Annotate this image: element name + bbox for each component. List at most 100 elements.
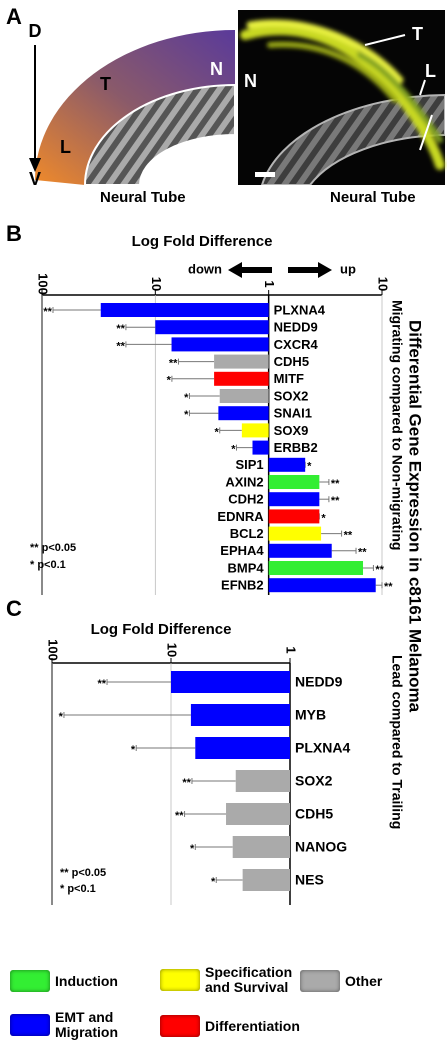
significance: ** — [331, 495, 340, 507]
significance: * — [211, 876, 216, 888]
significance: ** — [175, 810, 184, 822]
axis-end: V — [29, 169, 41, 189]
category-label: CDH5 — [274, 354, 309, 369]
category-label: BCL2 — [230, 526, 264, 541]
bar — [214, 371, 269, 386]
x-axis-label: Log Fold Difference — [91, 621, 232, 638]
subtitle: Lead compared to Trailing — [389, 655, 405, 829]
bar — [219, 389, 269, 403]
category-label: SOX2 — [274, 388, 309, 403]
up-arrow — [288, 262, 332, 278]
significance: * — [231, 444, 236, 456]
bar — [235, 770, 290, 792]
bar — [218, 406, 269, 421]
legend-swatch — [10, 970, 50, 992]
legend-swatch — [160, 1015, 200, 1037]
legend-swatch — [160, 969, 200, 991]
bar — [268, 509, 320, 524]
x-axis-label: Log Fold Difference — [132, 233, 273, 250]
bar — [214, 354, 269, 369]
x-tick-label: 10 — [165, 643, 180, 657]
category-label: CDH5 — [295, 806, 333, 822]
bar — [190, 704, 290, 726]
significance: * — [214, 426, 219, 438]
category-label: MYB — [295, 707, 326, 723]
bar — [171, 671, 290, 693]
significance: ** — [116, 340, 125, 352]
down-arrow — [228, 262, 272, 278]
axis-end: D — [29, 21, 42, 41]
x-tick-label: 10 — [376, 277, 391, 291]
bar — [155, 320, 269, 335]
legend-swatch — [10, 1014, 50, 1036]
region-label: L — [60, 137, 71, 157]
category-label: NES — [295, 872, 324, 888]
category-label: AXIN2 — [225, 474, 263, 489]
significance: * — [184, 392, 189, 404]
direction-label: down — [188, 261, 222, 276]
x-tick-label: 100 — [46, 639, 61, 661]
category-label: CDH2 — [228, 492, 263, 507]
legend-swatch — [300, 970, 340, 992]
significance: ** — [182, 777, 191, 789]
bar — [195, 737, 290, 759]
neural-tube-image — [260, 93, 446, 186]
direction-label: up — [340, 261, 356, 276]
category-label: EDNRA — [217, 509, 264, 524]
crest-band — [35, 30, 235, 185]
category-label: NEDD9 — [295, 674, 343, 690]
category-label: SOX9 — [274, 423, 309, 438]
legend-entry: Induction — [10, 970, 150, 992]
significance: ** — [169, 358, 178, 370]
neural-tube — [83, 83, 236, 186]
x-tick-label: 10 — [149, 277, 164, 291]
category-label: SNAI1 — [274, 406, 312, 421]
bar — [268, 457, 306, 472]
bar — [241, 423, 269, 438]
category-label: PLXNA4 — [274, 302, 326, 317]
significance: * — [307, 461, 312, 473]
region-label: N — [244, 71, 257, 91]
region-label: N — [210, 59, 223, 79]
bar — [268, 475, 320, 489]
p-value-note: ** p<0.05 — [60, 867, 106, 879]
category-label: SIP1 — [235, 457, 263, 472]
category-label: NANOG — [295, 839, 347, 855]
bar — [268, 543, 332, 558]
significance: * — [190, 843, 195, 855]
region-label: L — [425, 61, 436, 81]
category-label: EFNB2 — [221, 578, 264, 593]
panel-label: B — [6, 221, 22, 246]
pointer — [419, 114, 433, 151]
cells — [240, 19, 445, 170]
significance: * — [131, 744, 136, 756]
significance: ** — [384, 581, 393, 593]
category-label: BMP4 — [228, 560, 265, 575]
legend-label: Induction — [55, 972, 118, 989]
bar — [268, 526, 322, 541]
bar — [232, 836, 290, 858]
subtitle: Migrating compared to Non-migrating — [389, 300, 405, 550]
significance: * — [167, 375, 172, 387]
dv-arrow — [29, 158, 41, 172]
x-tick-label: 100 — [36, 273, 51, 295]
category-label: SOX2 — [295, 773, 333, 789]
bar — [268, 578, 376, 593]
bar — [252, 440, 269, 455]
legend-label: EMT and Migration — [55, 1009, 118, 1040]
legend-entry: Specification and Survival — [160, 965, 300, 995]
significance: ** — [43, 306, 52, 318]
x-tick-label: 1 — [262, 280, 277, 287]
category-label: CXCR4 — [274, 337, 319, 352]
category-label: ERBB2 — [274, 440, 318, 455]
region-label: T — [412, 24, 423, 44]
significance: ** — [344, 530, 353, 542]
legend-label: Other — [345, 972, 383, 989]
significance: ** — [375, 564, 384, 576]
significance: ** — [331, 478, 340, 490]
panel-label: C — [6, 596, 22, 621]
pointer — [419, 79, 426, 96]
p-value-note: * p<0.1 — [30, 559, 66, 571]
legend-entry: Other — [300, 970, 440, 992]
category-label: MITF — [274, 371, 304, 386]
